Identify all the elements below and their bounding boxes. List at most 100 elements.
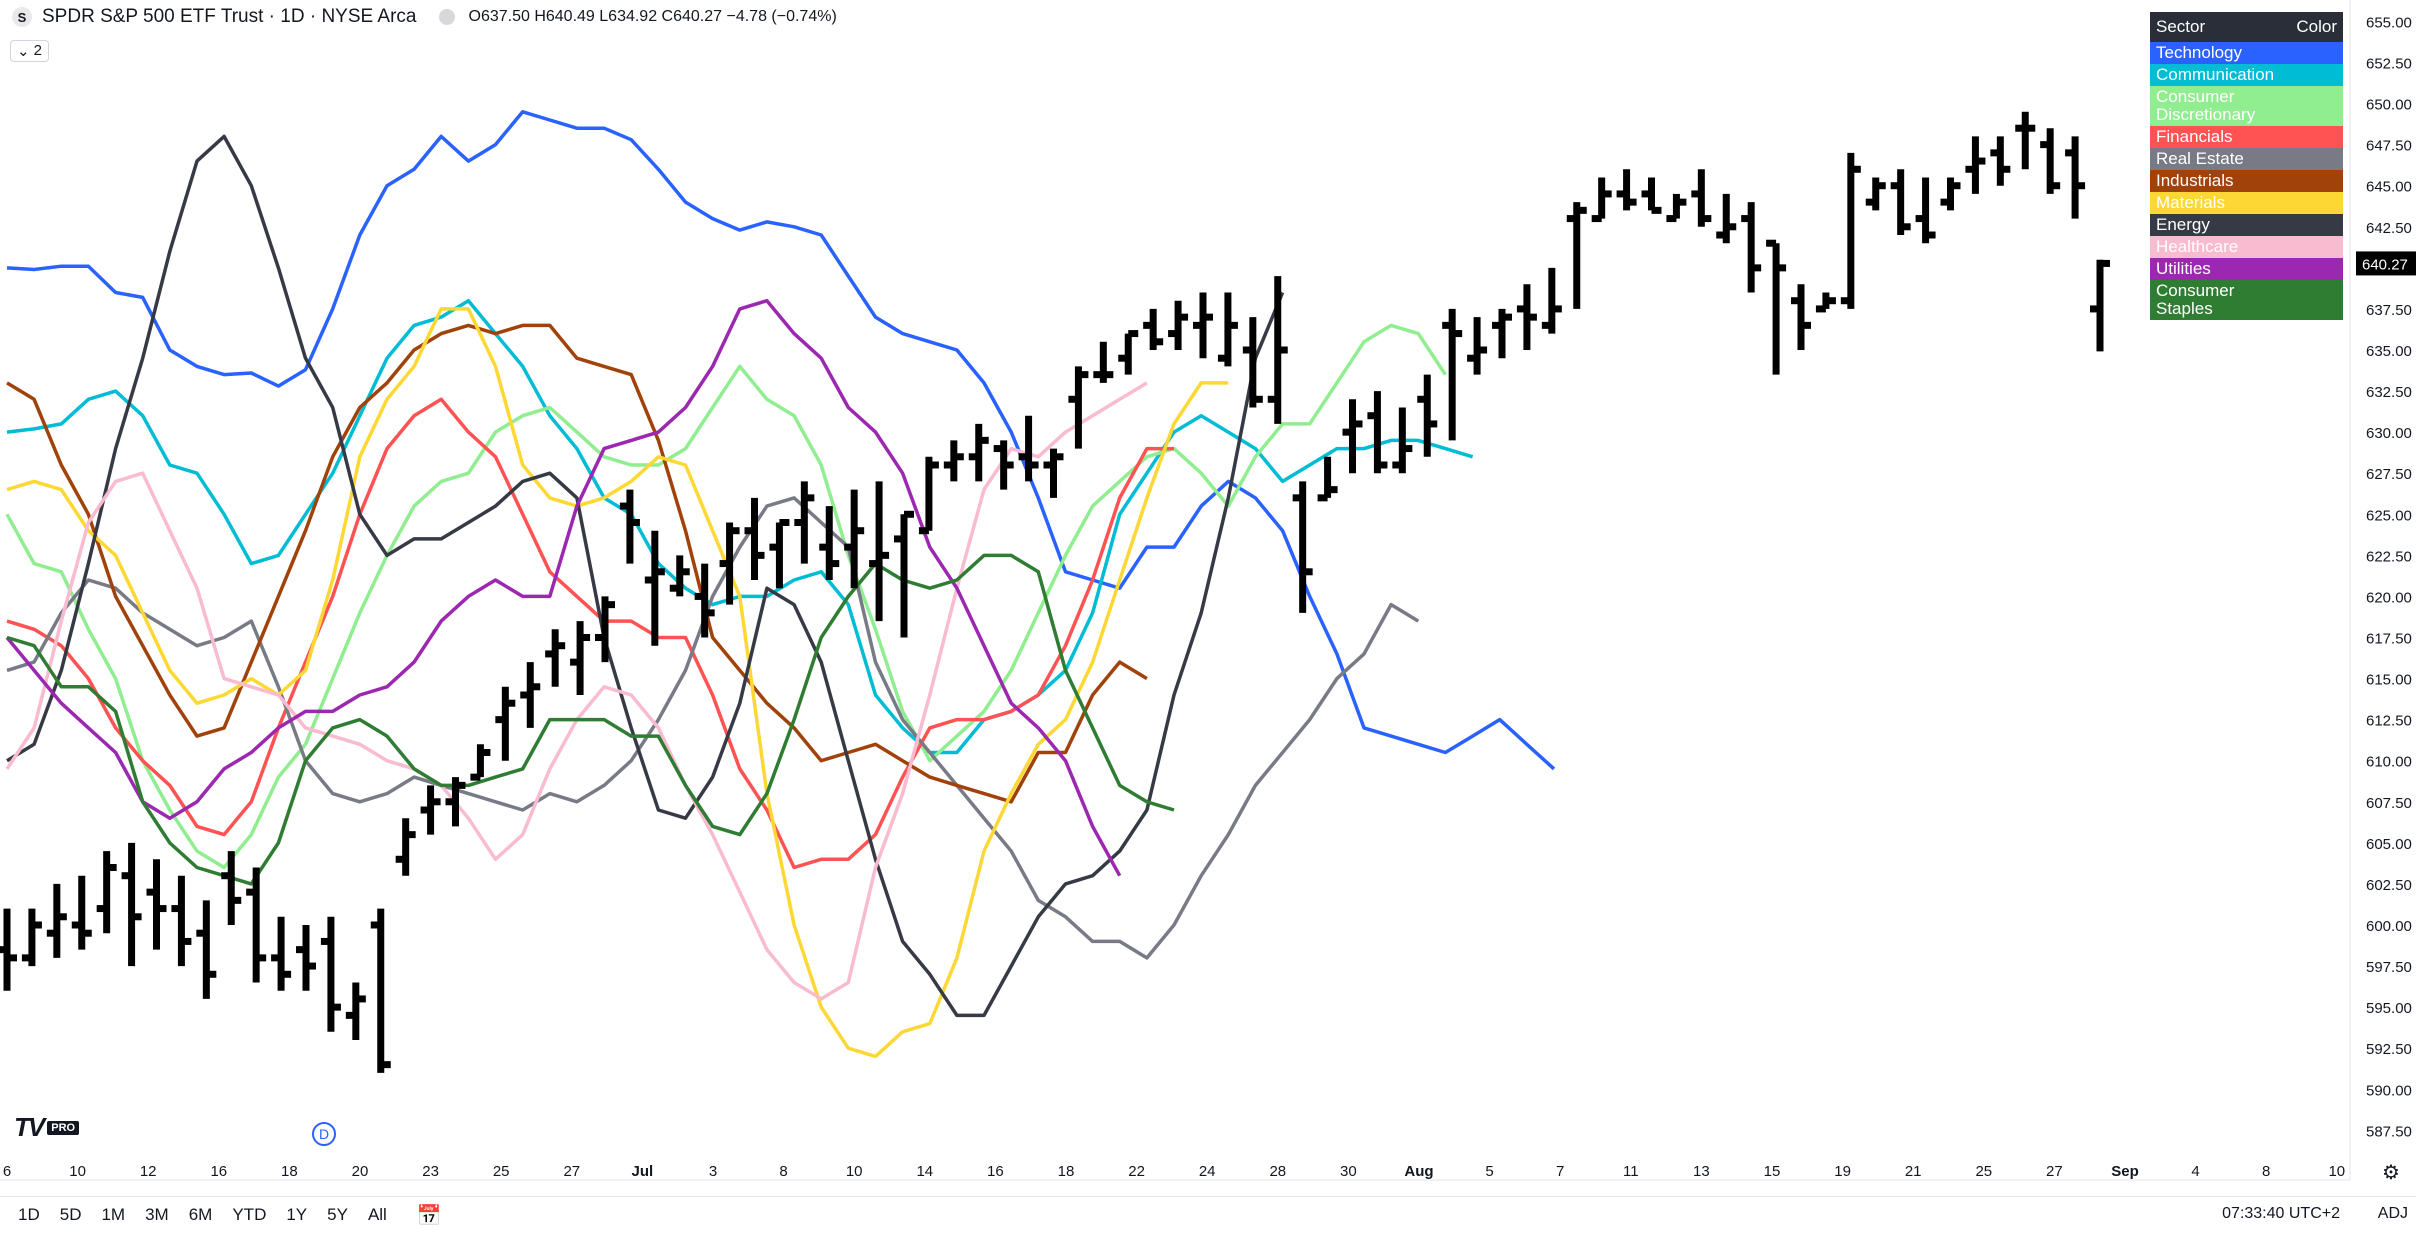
y-tick-label: 590.00 <box>2366 1082 2412 1099</box>
indicators-collapse-button[interactable]: ⌄ 2 <box>10 40 49 62</box>
x-tick-label: 27 <box>2046 1163 2063 1180</box>
legend-item-communication: Communication <box>2150 64 2343 86</box>
legend-item-industrials: Industrials <box>2150 170 2343 192</box>
ohlc-bar <box>1566 202 1587 309</box>
ohlc-bar <box>619 489 640 564</box>
legend-swatch <box>2288 236 2343 258</box>
ohlc-bar <box>221 851 242 925</box>
x-tick-label: 16 <box>987 1163 1004 1180</box>
ohlc-bar <box>545 629 566 687</box>
ohlc-bar <box>1716 193 1737 244</box>
y-tick-label: 605.00 <box>2366 836 2412 853</box>
ohlc-bar <box>769 519 790 589</box>
legend-header-sector: Sector <box>2156 17 2206 36</box>
legend-label: Healthcare <box>2156 237 2239 256</box>
clock[interactable]: 07:33:40 UTC+2 <box>2222 1205 2340 1222</box>
ohlc-bar <box>1990 136 2011 186</box>
ohlc-bar <box>1217 292 1238 367</box>
ohlc-bar <box>1516 284 1537 350</box>
series-line-consumer-staples <box>6 553 1175 886</box>
y-tick-label: 630.00 <box>2366 425 2412 442</box>
calendar-icon[interactable]: 📅 <box>416 1204 442 1227</box>
x-tick-label: 10 <box>2328 1163 2345 1180</box>
adj-toggle[interactable]: ADJ <box>2377 1205 2408 1222</box>
ohlc-bar <box>520 662 541 728</box>
range-button-1y[interactable]: 1Y <box>286 1205 308 1224</box>
legend-swatch <box>2288 170 2343 192</box>
chart-header: S SPDR S&P 500 ETF Trust · 1D · NYSE Arc… <box>12 6 837 28</box>
ohlc-bar <box>1018 415 1039 482</box>
ohlc-bar <box>495 686 516 761</box>
y-tick-label: 642.50 <box>2366 220 2412 237</box>
range-button-1d[interactable]: 1D <box>18 1205 40 1224</box>
ohlc-bar <box>146 859 167 950</box>
ohlc-bar <box>1741 202 1762 293</box>
x-tick-label: 5 <box>1485 1163 1493 1180</box>
y-tick-label: 607.50 <box>2366 795 2412 812</box>
y-tick-label: 620.00 <box>2366 589 2412 606</box>
ohlc-bar <box>1392 407 1413 474</box>
tradingview-logo: TV PRO <box>14 1112 80 1143</box>
y-tick-label: 652.50 <box>2366 56 2412 73</box>
legend-label: Consumer Staples <box>2156 281 2235 318</box>
series-line-materials <box>6 307 1229 1059</box>
ohlc-bar <box>296 925 316 991</box>
y-tick-label: 597.50 <box>2366 959 2412 976</box>
x-tick-label: 23 <box>422 1163 439 1180</box>
x-tick-label: 16 <box>210 1163 227 1180</box>
range-button-5d[interactable]: 5D <box>59 1205 82 1224</box>
ohlc-bar <box>1467 317 1488 375</box>
series-line-industrials <box>6 323 1148 804</box>
range-button-6m[interactable]: 6M <box>188 1205 213 1224</box>
legend-label: Utilities <box>2156 259 2211 278</box>
x-tick-label: 7 <box>1556 1163 1564 1180</box>
ohlc-bar <box>21 908 42 967</box>
ohlc-bar <box>246 867 267 983</box>
ohlc-bar <box>445 777 466 827</box>
legend-swatch <box>2288 214 2343 236</box>
x-tick-label: 20 <box>352 1163 369 1180</box>
x-tick-label: 13 <box>1693 1163 1710 1180</box>
y-tick-label: 595.00 <box>2366 1000 2412 1017</box>
market-status-icon[interactable] <box>438 9 455 25</box>
ohlc-bar <box>1118 330 1139 375</box>
range-button-3m[interactable]: 3M <box>145 1205 169 1224</box>
ohlc-bar <box>1068 366 1089 449</box>
ohlc-bar <box>744 497 765 580</box>
range-button-all[interactable]: All <box>367 1205 387 1224</box>
y-tick-label: 587.50 <box>2366 1123 2412 1140</box>
range-button-1m[interactable]: 1M <box>101 1205 126 1224</box>
ohlc-bar <box>1915 177 1936 244</box>
ohlc-bar <box>968 423 989 482</box>
legend-swatch <box>2288 42 2343 64</box>
range-buttons: 1D 5D 1M 3M 6M YTD 1Y 5Y All <box>18 1205 387 1225</box>
series-line-energy <box>6 134 1285 1018</box>
dividend-marker[interactable]: D <box>312 1122 336 1146</box>
chart-settings-icon[interactable]: ⚙ <box>2382 1162 2400 1184</box>
ohlc-bar <box>395 818 416 876</box>
range-button-5y[interactable]: 5Y <box>327 1205 348 1224</box>
range-button-ytd[interactable]: YTD <box>232 1205 267 1224</box>
legend-swatch <box>2288 258 2343 280</box>
y-tick-label: 632.50 <box>2366 384 2412 401</box>
x-tick-label: 14 <box>916 1163 933 1180</box>
legend-item-healthcare: Healthcare <box>2150 236 2343 258</box>
ohlc-bar <box>0 908 17 991</box>
y-tick-label: 650.00 <box>2366 97 2412 114</box>
x-tick-label: 30 <box>1340 1163 1357 1180</box>
legend-label: Real Estate <box>2156 149 2244 168</box>
legend-header: Sector Color <box>2150 12 2343 42</box>
ohlc-bar <box>2065 136 2086 219</box>
ohlc-bar <box>121 842 142 967</box>
ohlc-bar <box>570 621 591 695</box>
symbol-title[interactable]: SPDR S&P 500 ETF Trust · 1D · NYSE Arca <box>42 6 417 27</box>
ohlc-values: O637.50 H640.49 L634.92 C640.27 −4.78 (−… <box>468 8 837 25</box>
ohlc-bar <box>1193 292 1213 359</box>
x-tick-label: 8 <box>779 1163 787 1180</box>
ohlc-bar <box>894 510 914 638</box>
x-tick-label: 11 <box>1623 1163 1639 1180</box>
ohlc-bar <box>1641 177 1662 214</box>
ohlc-bar <box>1242 317 1263 408</box>
sector-legend: Sector Color Technology Communication Cons… <box>2150 12 2343 320</box>
